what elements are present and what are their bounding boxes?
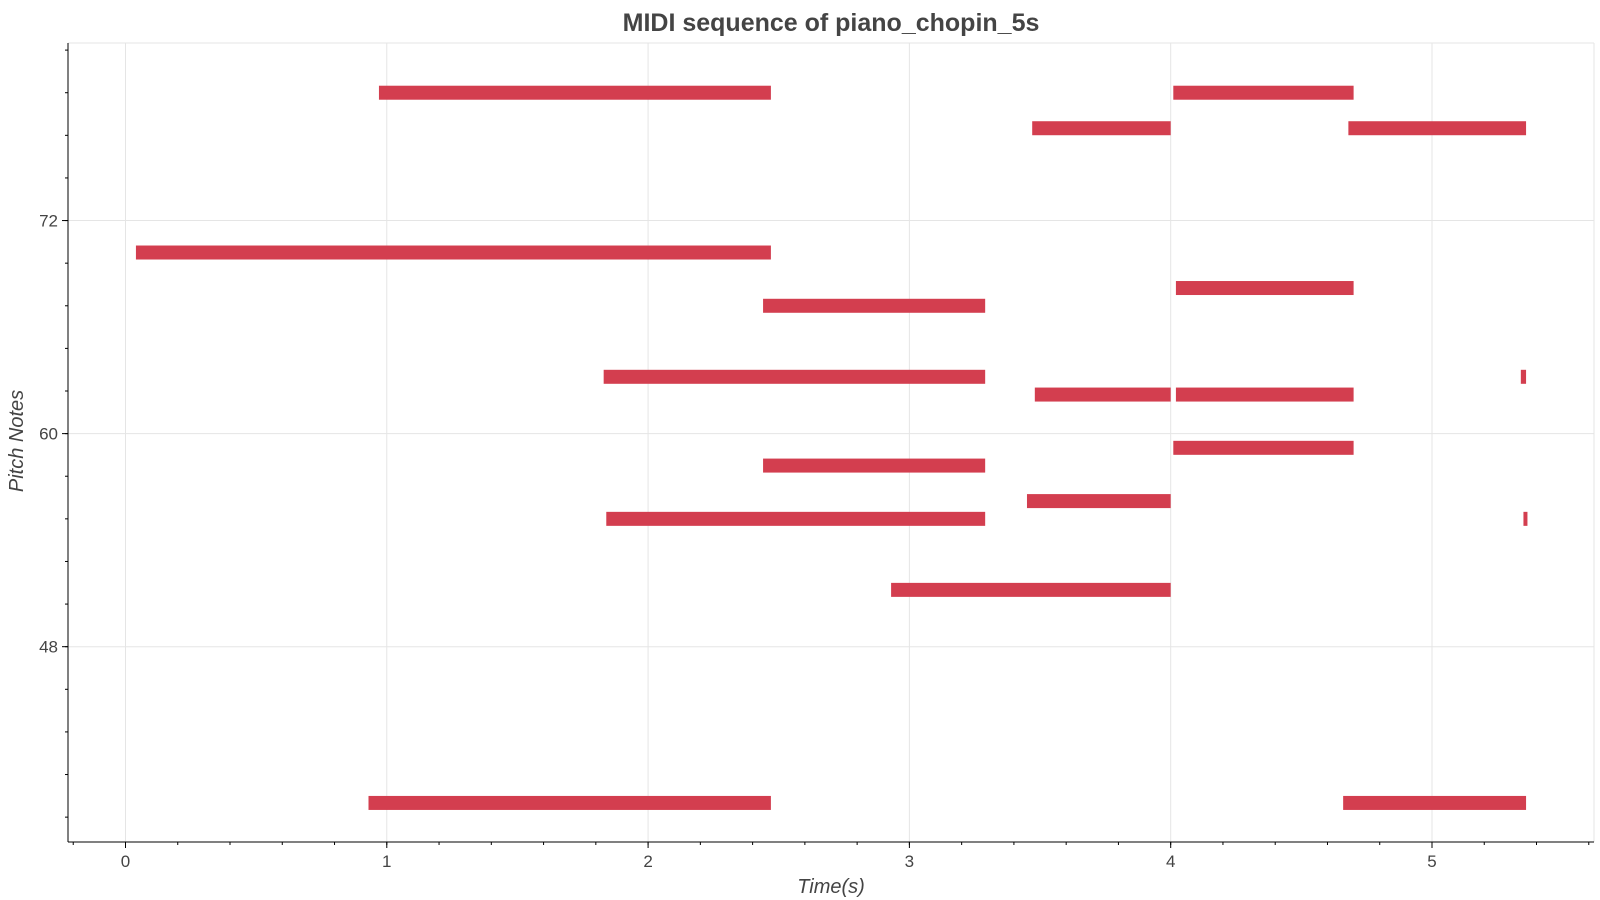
note-bar (368, 795, 771, 810)
note-bar (763, 458, 986, 473)
note-bar (763, 298, 986, 313)
note-bar (606, 511, 986, 526)
y-tick-label: 72 (39, 212, 58, 231)
y-tick-label: 48 (39, 638, 58, 657)
note-bar (1032, 121, 1171, 136)
note-bar (1175, 387, 1354, 402)
chart-title: MIDI sequence of piano_chopin_5s (623, 9, 1040, 37)
note-bars (135, 85, 1528, 810)
x-tick-label: 3 (905, 852, 914, 871)
x-tick-label: 2 (643, 852, 652, 871)
x-tick-label: 5 (1427, 852, 1436, 871)
x-tick-label: 0 (121, 852, 130, 871)
axes: 0 1 2 3 4 5 48 60 72 (39, 43, 1594, 871)
note-bar (891, 582, 1171, 597)
note-bar (1523, 511, 1528, 526)
note-bar (378, 85, 771, 100)
note-bar (1173, 440, 1354, 455)
y-tick-label: 60 (39, 425, 58, 444)
note-bar (1348, 121, 1527, 136)
note-bar (1026, 494, 1171, 509)
x-tick-label: 1 (382, 852, 391, 871)
y-axis-label: Pitch Notes (6, 390, 28, 492)
note-bar (1175, 281, 1354, 296)
note-bar (1520, 369, 1527, 384)
note-bar (1173, 85, 1354, 100)
grid-lines (68, 42, 1595, 842)
note-bar (135, 245, 771, 260)
note-bar (1343, 795, 1527, 810)
note-bar (1034, 387, 1171, 402)
x-axis-label: Time(s) (797, 876, 865, 898)
x-tick-label: 4 (1166, 852, 1175, 871)
note-bar (603, 369, 986, 384)
